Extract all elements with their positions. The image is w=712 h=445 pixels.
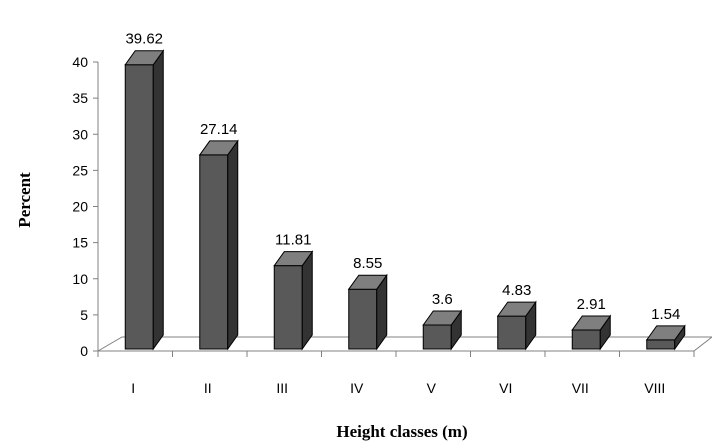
chart-floor (96, 336, 712, 352)
bar (347, 273, 388, 351)
y-axis: 0 5 10 15 20 25 30 35 40 (72, 54, 99, 359)
bar-front-face (348, 288, 378, 350)
data-label: 3.6 (432, 291, 453, 308)
y-tick-label: 5 (80, 307, 88, 323)
data-label: 27.14 (200, 121, 238, 138)
bar-front-face (199, 154, 229, 350)
bar-top-face (347, 274, 388, 290)
y-tick-label: 0 (80, 343, 88, 359)
bar (273, 250, 314, 351)
data-label: 8.55 (353, 255, 382, 272)
bar-side-face (152, 49, 164, 351)
bar-side-face (227, 139, 239, 351)
data-label: 1.54 (651, 306, 680, 323)
y-tick-label: 40 (72, 54, 88, 70)
x-tick-label: II (204, 380, 212, 396)
bar (496, 300, 537, 351)
data-label: 11.81 (275, 232, 311, 249)
bar-side-face (301, 250, 313, 351)
data-labels: 39.62 27.14 11.81 8.55 3.6 4.83 2.91 1.54 (125, 31, 680, 323)
bar (198, 139, 239, 351)
bar-top-face (645, 325, 686, 341)
bar-top-face (422, 310, 463, 326)
bar (124, 49, 165, 351)
bar-front-face (273, 265, 303, 350)
bar-top-face (124, 50, 165, 66)
bar-front-face (571, 329, 601, 350)
bar (571, 314, 612, 351)
bar (645, 324, 686, 351)
floor-plane (96, 336, 712, 352)
bars (124, 49, 686, 351)
y-axis-title: Percent (15, 172, 34, 228)
data-label: 39.62 (125, 31, 163, 48)
bar-top-face (198, 140, 239, 156)
x-tick-label: VIII (644, 380, 665, 396)
x-tick-label: I (131, 380, 135, 396)
bar (422, 309, 463, 351)
x-axis-title: Height classes (m) (336, 422, 467, 441)
x-tick-label: VII (572, 380, 589, 396)
bar-front-face (497, 315, 527, 350)
x-tick-label: VI (499, 380, 512, 396)
y-tick-label: 10 (72, 271, 88, 287)
bar-front-face (422, 324, 452, 350)
y-tick-label: 15 (72, 235, 88, 251)
y-tick-label: 25 (72, 162, 88, 178)
x-tick-label: V (427, 380, 437, 396)
bar-front-face (124, 64, 154, 350)
bar-top-face (571, 315, 612, 331)
data-label: 4.83 (502, 282, 531, 299)
x-axis: I II III IV V VI VII VIII (97, 351, 695, 396)
x-tick-label: III (276, 380, 288, 396)
y-tick-label: 30 (72, 126, 88, 142)
bar-front-face (646, 339, 676, 350)
x-tick-label: IV (350, 380, 364, 396)
y-tick-label: 20 (72, 199, 88, 215)
bar-top-face (496, 301, 537, 317)
bar-top-face (273, 251, 314, 267)
y-tick-label: 35 (72, 90, 88, 106)
data-label: 2.91 (577, 296, 606, 313)
